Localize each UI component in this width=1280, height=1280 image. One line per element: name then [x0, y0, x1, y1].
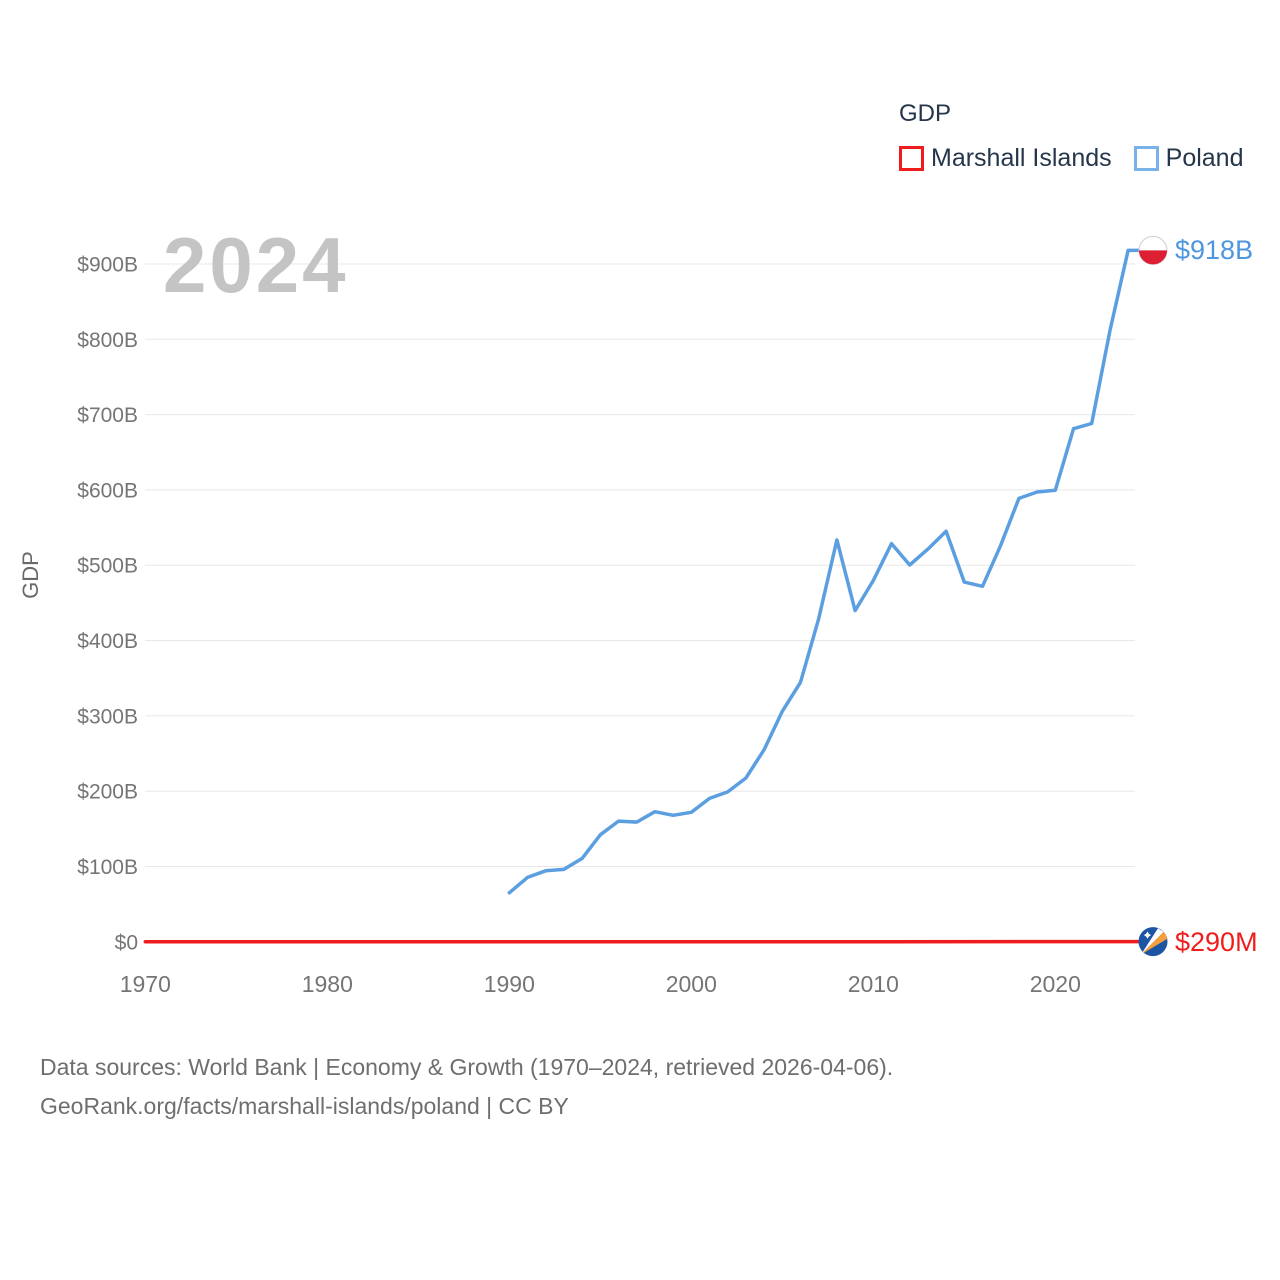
y-tick-label: $800B [77, 329, 138, 352]
legend-item-marshall-islands[interactable]: Marshall Islands [899, 144, 1112, 173]
end-value-label-poland: $918B [1175, 235, 1254, 265]
legend-swatch-poland [1133, 146, 1159, 171]
legend-item-poland[interactable]: Poland [1133, 144, 1244, 173]
y-tick-label: $200B [77, 781, 138, 804]
x-tick-label: 1980 [302, 971, 353, 997]
marshall-islands-flag-icon [1138, 927, 1168, 957]
year-watermark: 2024 [163, 221, 349, 309]
legend-title: GDP [899, 100, 952, 127]
y-tick-label: $900B [77, 254, 138, 277]
legend-swatch-marshall-islands [899, 146, 924, 171]
x-tick-label: 2010 [848, 971, 899, 997]
y-tick-label: $100B [77, 856, 138, 879]
chart-legend: GDP Marshall Islands Poland [899, 100, 1244, 173]
y-axis-title: GDP [18, 551, 43, 599]
x-tick-label: 1970 [120, 971, 171, 997]
footer-data-sources: Data sources: World Bank | Economy & Gro… [40, 1054, 894, 1080]
series-line-poland[interactable] [507, 248, 1142, 895]
legend-row: Marshall Islands Poland [899, 144, 1244, 173]
y-tick-label: $0 [115, 931, 138, 954]
y-tick-label: $500B [77, 555, 138, 578]
y-tick-label: $700B [77, 404, 138, 427]
end-value-label-marshall-islands: $290M [1175, 927, 1258, 957]
footer: Data sources: World Bank | Economy & Gro… [40, 1048, 893, 1126]
y-tick-label: $300B [77, 705, 138, 728]
x-tick-label: 2000 [666, 971, 717, 997]
y-tick-label: $400B [77, 630, 138, 653]
footer-attribution: GeoRank.org/facts/marshall-islands/polan… [40, 1093, 569, 1119]
y-tick-label: $600B [77, 479, 138, 502]
poland-flag-icon [1138, 235, 1168, 265]
x-tick-label: 2020 [1030, 971, 1081, 997]
legend-label-poland: Poland [1165, 144, 1244, 172]
x-tick-label: 1990 [484, 971, 535, 997]
legend-label-marshall-islands: Marshall Islands [931, 144, 1112, 172]
